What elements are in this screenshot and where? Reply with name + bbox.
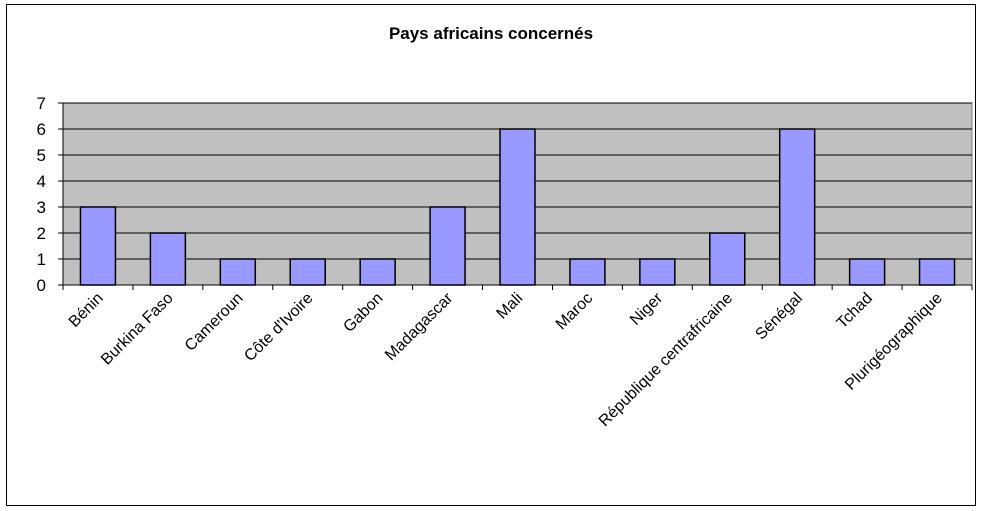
bar bbox=[499, 128, 536, 286]
bar bbox=[79, 206, 117, 286]
chart-title: Pays africains concernés bbox=[389, 24, 593, 43]
bar bbox=[639, 258, 676, 286]
x-tick-label: Madagascar bbox=[382, 289, 457, 364]
x-tick-label: Cameroun bbox=[182, 290, 247, 355]
bar bbox=[429, 206, 466, 286]
axes bbox=[58, 102, 973, 290]
x-tick-label: Côte d'Ivoire bbox=[241, 290, 316, 365]
y-tick-labels: 0 1 2 3 4 5 6 7 bbox=[37, 94, 46, 295]
x-tick-label: Niger bbox=[627, 289, 667, 329]
x-tick-label: Tchad bbox=[834, 290, 876, 332]
y-tick-label: 4 bbox=[37, 172, 46, 191]
x-tick-label: Mali bbox=[494, 290, 527, 323]
y-tick-label: 1 bbox=[37, 250, 46, 269]
bar bbox=[149, 232, 187, 286]
bar bbox=[289, 258, 326, 286]
bar bbox=[359, 258, 396, 286]
bar bbox=[569, 258, 606, 286]
y-tick-label: 5 bbox=[37, 146, 46, 165]
x-tick-label: Maroc bbox=[553, 290, 596, 333]
bar bbox=[709, 232, 746, 286]
y-tick-label: 3 bbox=[37, 198, 46, 217]
x-tick-label: Gabon bbox=[340, 290, 386, 336]
bar bbox=[918, 258, 956, 286]
bar bbox=[848, 258, 886, 286]
x-tick-label: République centrafricaine bbox=[596, 290, 736, 430]
bar bbox=[778, 128, 816, 286]
x-tick-label: Bénin bbox=[66, 290, 107, 331]
y-tick-label: 0 bbox=[37, 276, 46, 295]
x-tick-label: Burkina Faso bbox=[98, 290, 177, 369]
y-tick-label: 6 bbox=[37, 120, 46, 139]
bar bbox=[219, 258, 257, 286]
y-tick-label: 2 bbox=[37, 224, 46, 243]
y-tick-label: 7 bbox=[37, 94, 46, 113]
bars bbox=[79, 128, 956, 286]
x-tick-label: Sénégal bbox=[752, 290, 806, 344]
